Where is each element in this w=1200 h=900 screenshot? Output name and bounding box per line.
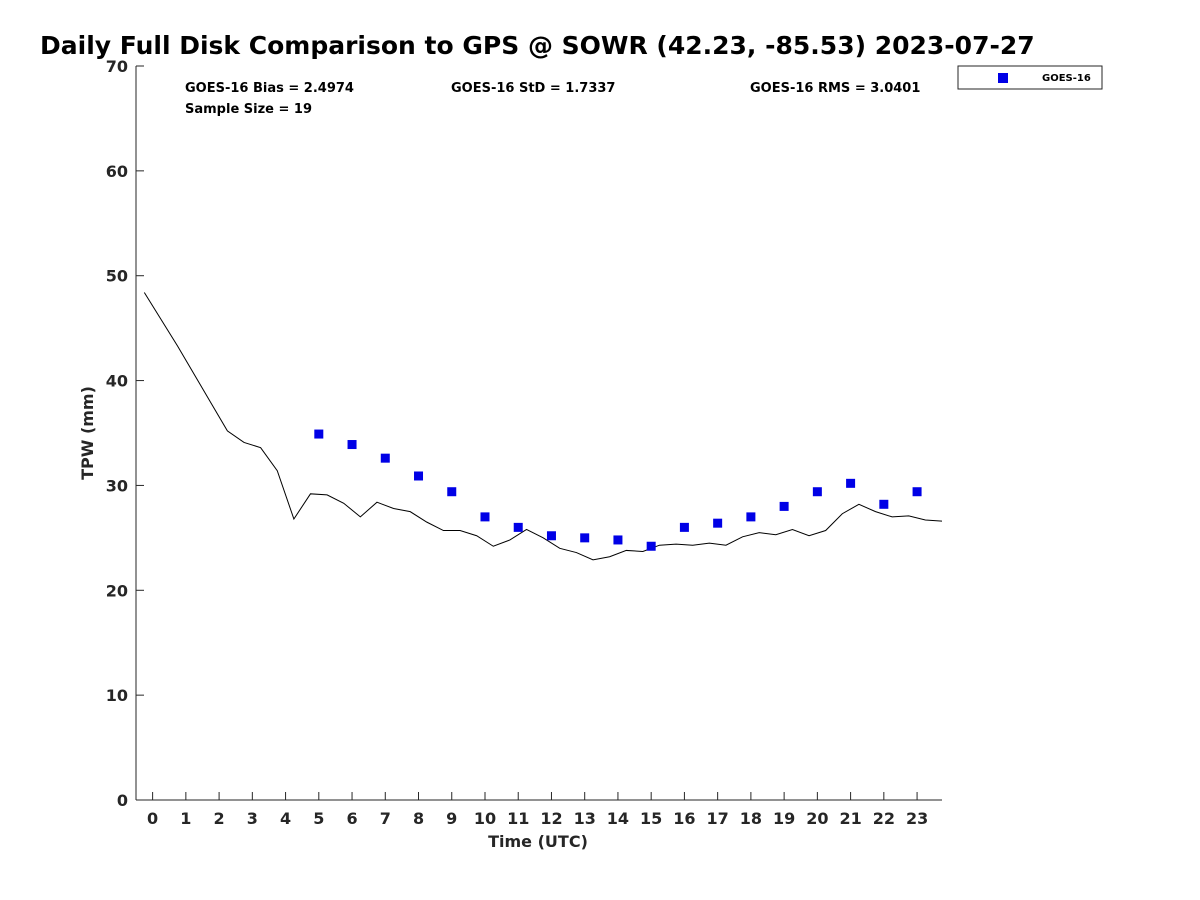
x-tick-label: 23: [906, 809, 928, 828]
x-tick-label: 17: [707, 809, 729, 828]
x-tick-label: 9: [446, 809, 457, 828]
data-point: [679, 522, 689, 532]
x-tick-label: 0: [147, 809, 158, 828]
y-axis-label: TPW (mm): [78, 386, 97, 480]
x-ticks: 0 1 2 3 4 5 6 7 8 9 10 11 12 13 14 15 16 17 18 19 20 21 22 23: [147, 792, 928, 828]
data-point: [846, 478, 856, 488]
y-tick-label: 0: [117, 791, 128, 810]
data-point: [812, 487, 822, 497]
data-point: [580, 533, 590, 543]
data-point: [713, 518, 723, 528]
y-tick-label: 20: [106, 581, 128, 600]
x-tick-label: 5: [313, 809, 324, 828]
x-tick-label: 1: [180, 809, 191, 828]
legend-marker: [998, 73, 1008, 83]
legend-label: GOES-16: [1042, 73, 1091, 84]
data-point: [879, 499, 889, 509]
x-tick-label: 22: [873, 809, 895, 828]
y-ticks: 0 10 20 30 40 50 60 70: [106, 57, 144, 810]
legend-box: [957, 65, 1103, 90]
data-point: [613, 535, 623, 545]
legend: GOES-16: [957, 65, 1103, 90]
data-point: [513, 522, 523, 532]
x-tick-label: 2: [214, 809, 225, 828]
x-axis-label: Time (UTC): [488, 832, 588, 851]
data-point: [447, 487, 457, 497]
y-tick-label: 40: [106, 372, 128, 391]
stat-rms: GOES-16 RMS = 3.0401: [750, 81, 920, 96]
x-tick-label: 19: [773, 809, 795, 828]
stat-bias: GOES-16 Bias = 2.4974: [185, 81, 354, 96]
data-point: [546, 531, 556, 541]
data-point: [779, 501, 789, 511]
data-point: [314, 429, 324, 439]
x-tick-label: 12: [540, 809, 562, 828]
data-point: [646, 541, 656, 551]
x-tick-label: 16: [673, 809, 695, 828]
y-tick-label: 70: [106, 57, 128, 76]
stat-sample-size: Sample Size = 19: [185, 102, 312, 117]
x-tick-label: 14: [607, 809, 629, 828]
y-tick-label: 60: [106, 162, 128, 181]
data-point: [746, 512, 756, 522]
data-point: [480, 512, 490, 522]
x-tick-label: 20: [806, 809, 828, 828]
data-point: [380, 453, 390, 463]
stat-std: GOES-16 StD = 1.7337: [451, 81, 615, 96]
reference-line: [143, 292, 943, 561]
x-tick-label: 6: [346, 809, 357, 828]
series-layer: [143, 292, 943, 561]
x-tick-label: 10: [474, 809, 496, 828]
x-tick-label: 11: [507, 809, 529, 828]
data-point: [912, 487, 922, 497]
data-point: [414, 471, 424, 481]
x-tick-label: 8: [413, 809, 424, 828]
x-tick-label: 13: [574, 809, 596, 828]
x-tick-label: 21: [839, 809, 861, 828]
x-tick-label: 4: [280, 809, 291, 828]
chart-title: Daily Full Disk Comparison to GPS @ SOWR…: [40, 31, 1035, 60]
y-tick-label: 50: [106, 267, 128, 286]
x-tick-label: 3: [247, 809, 258, 828]
x-tick-label: 15: [640, 809, 662, 828]
x-tick-label: 7: [380, 809, 391, 828]
y-tick-label: 10: [106, 686, 128, 705]
x-tick-label: 18: [740, 809, 762, 828]
y-tick-label: 30: [106, 476, 128, 495]
data-point: [347, 440, 357, 450]
